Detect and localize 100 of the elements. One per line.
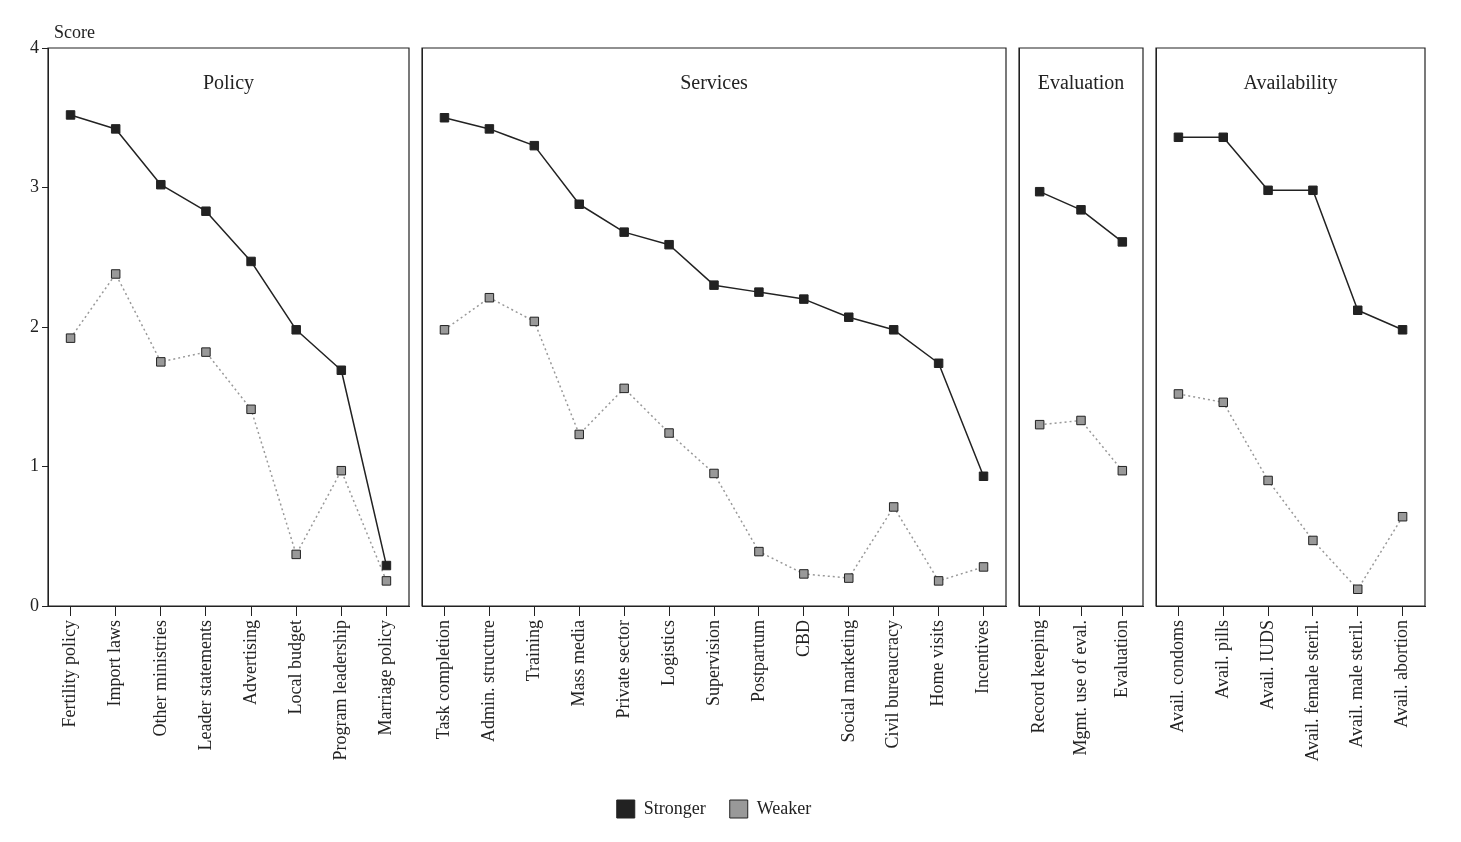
point: [291, 549, 301, 560]
point: [709, 468, 719, 479]
y-axis-title: Score: [54, 21, 95, 42]
text: Evaluation: [1037, 71, 1125, 94]
legend-label: Stronger: [643, 797, 706, 818]
point: [888, 325, 899, 335]
point: [799, 569, 809, 579]
x-tick-label: Marriage policy: [375, 620, 396, 736]
x-tick-label: Mgmt. use of eval.: [1069, 620, 1090, 756]
x-tick-label: Leader statements: [194, 620, 215, 751]
x-tick-label: Avail. male steril.: [1346, 620, 1367, 748]
x-tick-label: Mass media: [567, 619, 588, 707]
point: [888, 502, 899, 512]
point: [1263, 475, 1273, 486]
point: [65, 110, 76, 120]
x-tick-label: Avail. pills: [1211, 620, 1232, 699]
x-tick-label: Home visits: [927, 620, 948, 707]
point: [1263, 185, 1273, 196]
point: [201, 206, 211, 216]
point: [1308, 185, 1318, 196]
x-tick-label: Postpartum: [747, 620, 768, 703]
point: [754, 287, 764, 297]
point: [156, 357, 166, 367]
point: [110, 124, 121, 134]
point: [336, 365, 347, 375]
point: [978, 562, 989, 572]
x-tick-label: Import laws: [104, 620, 125, 707]
point: [1034, 419, 1045, 430]
point: [1034, 186, 1045, 197]
x-tick-label: Program leadership: [330, 620, 351, 761]
point: [439, 325, 450, 335]
x-tick-label: Task completion: [433, 620, 454, 740]
x-tick-label: Fertility policy: [59, 620, 80, 728]
point: [664, 428, 674, 438]
x-tick-label: Private sector: [612, 620, 633, 719]
y-tick-label: 1: [30, 455, 39, 476]
point: [844, 573, 854, 583]
point: [246, 256, 256, 267]
y-tick-label: 0: [30, 594, 39, 615]
x-tick-label: Avail. condoms: [1167, 620, 1188, 733]
point: [933, 576, 944, 586]
point: [844, 312, 854, 322]
x-tick-label: Admin. structure: [478, 620, 499, 742]
point: [1173, 132, 1184, 143]
x-tick-label: Other ministries: [149, 620, 170, 737]
point: [1173, 389, 1184, 399]
point: [1308, 535, 1318, 546]
point: [1218, 132, 1228, 143]
x-tick-label: Training: [523, 620, 544, 682]
x-tick-label: CBD: [792, 620, 813, 658]
point: [110, 269, 121, 279]
point: [1397, 325, 1408, 335]
y-tick-label: 2: [30, 315, 39, 336]
point: [1076, 415, 1086, 426]
point: [933, 358, 944, 369]
point: [619, 227, 629, 237]
point: [381, 560, 392, 571]
point: [978, 471, 989, 482]
y-tick-label: 4: [30, 36, 39, 57]
point: [156, 179, 166, 190]
point: [1353, 584, 1363, 594]
x-tick-label: Incentives: [972, 620, 993, 694]
point: [664, 239, 674, 250]
text: Availability: [1243, 71, 1338, 95]
point: [574, 429, 584, 440]
x-tick-label: Supervision: [702, 620, 723, 707]
x-tick-label: Logistics: [657, 620, 678, 686]
point: [1076, 205, 1086, 215]
point: [529, 140, 540, 151]
point: [381, 576, 392, 586]
point: [65, 333, 76, 343]
point: [336, 465, 347, 476]
point: [484, 292, 495, 303]
x-tick-label: Evaluation: [1111, 620, 1132, 698]
x-tick-label: Social marketing: [837, 620, 858, 743]
x-tick-label: Local budget: [284, 620, 305, 715]
point: [439, 113, 450, 123]
x-tick-label: Avail. abortion: [1391, 620, 1412, 728]
point: [1117, 237, 1128, 247]
text: Services: [680, 71, 749, 94]
point: [246, 404, 256, 415]
point: [529, 316, 540, 327]
point: [201, 347, 211, 357]
point: [799, 294, 809, 304]
x-tick-label: Record keeping: [1028, 620, 1049, 734]
x-tick-label: Avail. IUDS: [1256, 620, 1277, 710]
point: [619, 383, 629, 394]
legend-label: Weaker: [756, 797, 812, 818]
x-tick-label: Advertising: [239, 620, 260, 705]
y-tick-label: 3: [30, 176, 39, 197]
point: [709, 280, 719, 290]
point: [1353, 305, 1363, 315]
point: [574, 199, 584, 209]
point: [754, 546, 764, 557]
text: Policy: [202, 71, 255, 95]
point: [291, 325, 301, 335]
point: [484, 124, 495, 134]
point: [1218, 397, 1228, 408]
point: [1117, 465, 1128, 476]
x-tick-label: Civil bureaucracy: [882, 620, 903, 749]
